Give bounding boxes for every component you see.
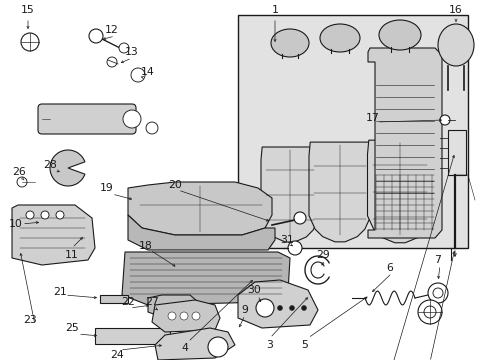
Circle shape xyxy=(289,306,294,310)
Circle shape xyxy=(427,283,447,303)
Circle shape xyxy=(17,177,27,187)
Text: 25: 25 xyxy=(65,323,79,333)
Ellipse shape xyxy=(378,20,420,50)
Text: 6: 6 xyxy=(386,263,393,273)
Circle shape xyxy=(423,306,435,318)
Polygon shape xyxy=(12,205,95,265)
Text: 1: 1 xyxy=(271,5,278,15)
Circle shape xyxy=(119,43,129,53)
Text: 12: 12 xyxy=(105,25,119,35)
FancyBboxPatch shape xyxy=(38,104,136,134)
Circle shape xyxy=(56,211,64,219)
Bar xyxy=(238,15,467,248)
Polygon shape xyxy=(238,280,317,328)
Text: 27: 27 xyxy=(145,297,159,307)
Text: 26: 26 xyxy=(12,167,26,177)
Circle shape xyxy=(207,337,227,357)
Circle shape xyxy=(256,299,273,317)
Circle shape xyxy=(168,312,176,320)
Polygon shape xyxy=(261,147,318,242)
Circle shape xyxy=(432,288,442,298)
Text: 21: 21 xyxy=(53,287,67,297)
Circle shape xyxy=(131,68,145,82)
Wedge shape xyxy=(50,150,85,186)
Polygon shape xyxy=(155,328,235,360)
Text: 5: 5 xyxy=(301,340,308,350)
Bar xyxy=(447,130,465,175)
Circle shape xyxy=(146,122,158,134)
Circle shape xyxy=(26,211,34,219)
Text: 19: 19 xyxy=(100,183,114,193)
Text: 3: 3 xyxy=(266,340,273,350)
Text: 10: 10 xyxy=(9,219,23,229)
Text: 31: 31 xyxy=(280,235,293,245)
Text: 28: 28 xyxy=(43,160,57,170)
Polygon shape xyxy=(122,252,289,305)
Bar xyxy=(95,328,170,344)
Circle shape xyxy=(287,241,302,255)
Polygon shape xyxy=(367,140,431,243)
Text: 29: 29 xyxy=(315,250,329,260)
Circle shape xyxy=(107,57,117,67)
Circle shape xyxy=(41,211,49,219)
Text: 14: 14 xyxy=(141,67,155,77)
Text: 30: 30 xyxy=(246,285,261,295)
Bar xyxy=(100,295,128,303)
Polygon shape xyxy=(308,142,370,242)
Circle shape xyxy=(192,312,200,320)
Ellipse shape xyxy=(270,29,308,57)
Text: 22: 22 xyxy=(121,297,135,307)
Text: 17: 17 xyxy=(366,113,379,123)
Circle shape xyxy=(293,212,305,224)
Text: 24: 24 xyxy=(110,350,123,360)
Circle shape xyxy=(301,306,306,310)
Circle shape xyxy=(417,300,441,324)
Text: 4: 4 xyxy=(181,343,188,353)
Circle shape xyxy=(89,29,103,43)
Polygon shape xyxy=(128,182,271,235)
Text: 18: 18 xyxy=(139,241,153,251)
Polygon shape xyxy=(148,295,198,318)
Circle shape xyxy=(123,110,141,128)
Text: 16: 16 xyxy=(448,5,462,15)
Text: 11: 11 xyxy=(65,250,79,260)
Text: 15: 15 xyxy=(21,5,35,15)
Polygon shape xyxy=(128,215,274,250)
Ellipse shape xyxy=(319,24,359,52)
Circle shape xyxy=(277,306,282,310)
Text: 20: 20 xyxy=(168,180,182,190)
Circle shape xyxy=(439,115,449,125)
Text: 23: 23 xyxy=(23,315,37,325)
Polygon shape xyxy=(152,300,220,332)
Ellipse shape xyxy=(437,24,473,66)
Text: 13: 13 xyxy=(125,47,139,57)
Text: 7: 7 xyxy=(434,255,441,265)
Circle shape xyxy=(21,33,39,51)
Text: 9: 9 xyxy=(241,305,248,315)
Polygon shape xyxy=(367,48,441,238)
Circle shape xyxy=(180,312,187,320)
